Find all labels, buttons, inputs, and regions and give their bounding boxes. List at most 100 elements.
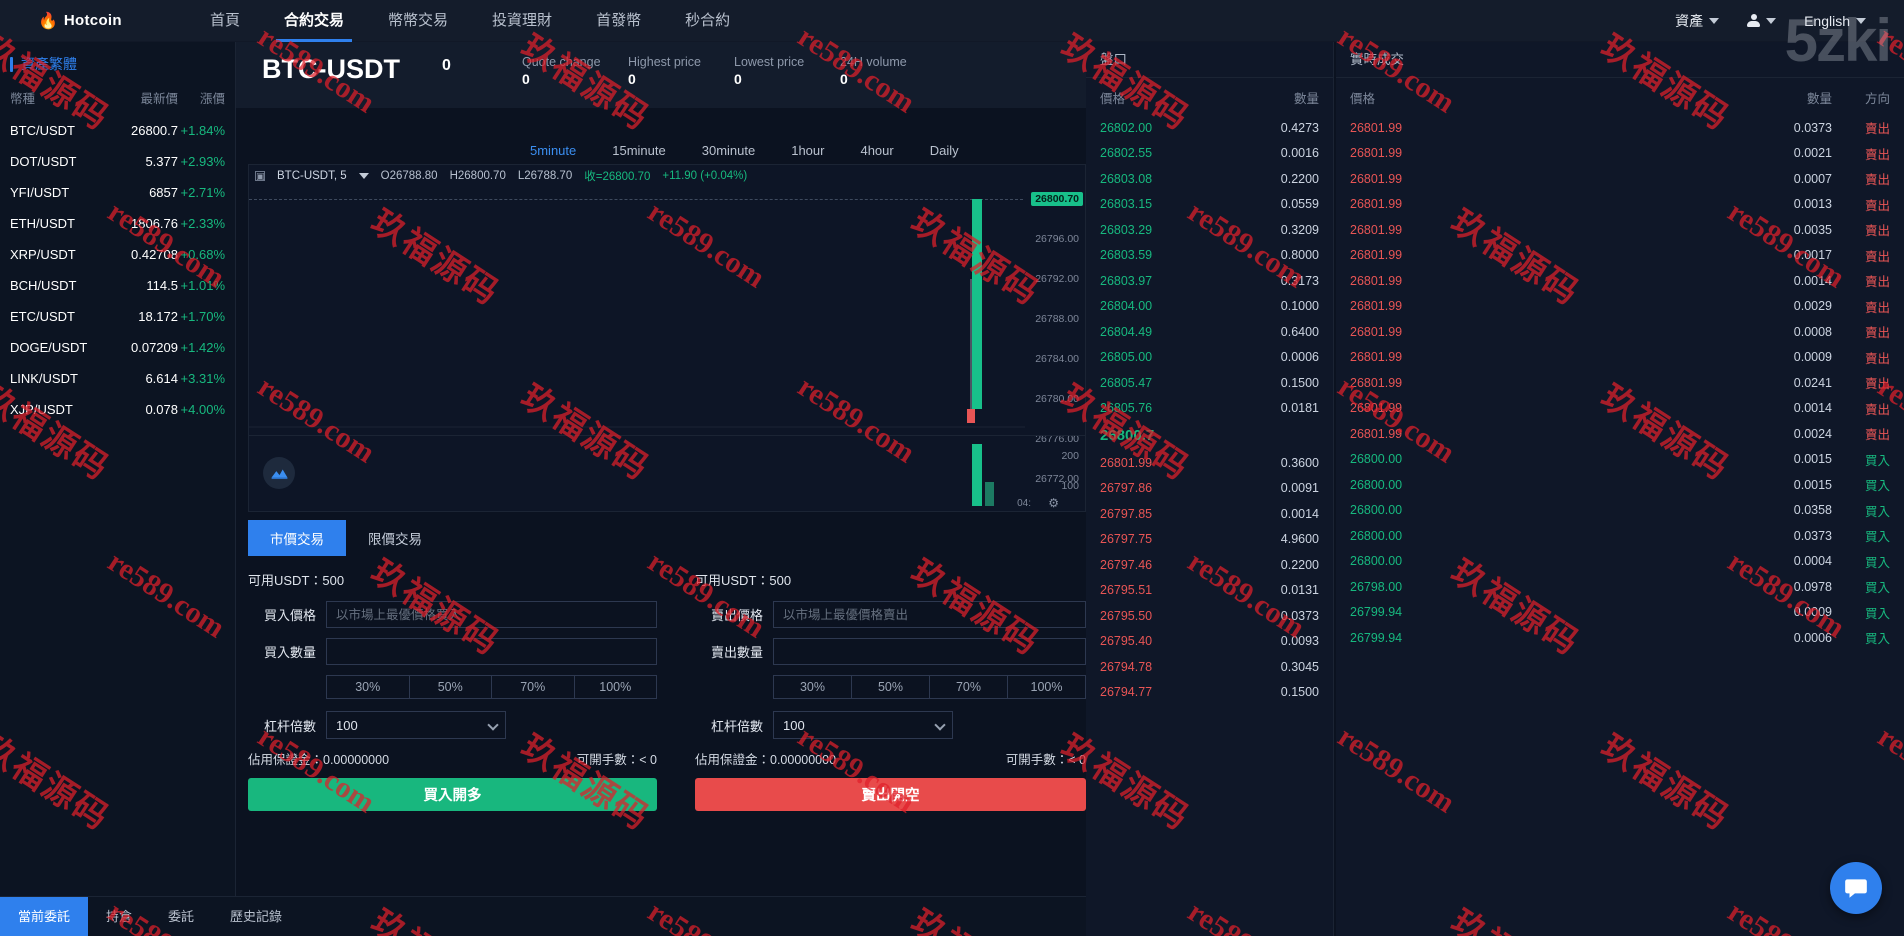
tab-history[interactable]: 歷史記錄 — [230, 908, 283, 924]
orderbook-row[interactable]: 26797.86 0.0091 — [1086, 476, 1333, 502]
trade-direction: 賣出 — [1864, 351, 1890, 366]
orderbook-amount: 0.2200 — [1280, 557, 1319, 572]
orderbook-row[interactable]: 26804.49 0.6400 — [1086, 319, 1333, 345]
coin-row[interactable]: YFI/USDT 6857 +2.71% — [0, 177, 235, 208]
timeframe-15minute[interactable]: 15minute — [612, 142, 666, 158]
support-chat-button[interactable] — [1830, 862, 1882, 914]
nav-item-home[interactable]: 首頁 — [210, 11, 241, 29]
coin-row[interactable]: LINK/USDT 6.614 +3.31% — [0, 363, 235, 394]
orderbook-row[interactable]: 26795.40 0.0093 — [1086, 629, 1333, 655]
orderbook-row[interactable]: 26802.55 0.0016 — [1086, 141, 1333, 167]
orderbook-row[interactable]: 26805.00 0.0006 — [1086, 345, 1333, 371]
language-menu[interactable]: English — [1792, 0, 1878, 42]
orderbook-row[interactable]: 26797.75 4.9600 — [1086, 527, 1333, 553]
brand-logo[interactable]: 🔥 Hotcoin — [38, 11, 188, 31]
orderbook-row[interactable]: 26803.08 0.2200 — [1086, 166, 1333, 192]
account-menu[interactable] — [1735, 0, 1788, 42]
buy-leverage-select-wrap[interactable]: 100 — [326, 711, 506, 739]
orderbook-row[interactable]: 26795.50 0.0373 — [1086, 603, 1333, 629]
buy-percent-50[interactable]: 50% — [410, 676, 492, 698]
orderbook-row[interactable]: 26794.77 0.1500 — [1086, 680, 1333, 706]
timeframe-30minute[interactable]: 30minute — [701, 142, 756, 158]
orderbook-row[interactable]: 26803.29 0.3209 — [1086, 217, 1333, 243]
coin-symbol: BCH/USDT — [10, 278, 77, 293]
stat-label: 24H volume — [840, 55, 907, 69]
coin-last-price: 5.377 — [145, 154, 178, 169]
sell-amount-input[interactable] — [773, 638, 1086, 665]
trade-row: 26798.00 0.0978 買入 — [1336, 574, 1904, 600]
orderbook-amount: 0.3209 — [1280, 222, 1319, 237]
timeframe-4hour[interactable]: 4hour — [860, 142, 894, 158]
orderbook-price: 26795.51 — [1100, 583, 1153, 598]
nav-item-ieo[interactable]: 首發幣 — [596, 11, 642, 29]
expand-icon[interactable]: ▣ — [255, 171, 265, 181]
orderbook-row[interactable]: 26801.99 0.3600 — [1086, 450, 1333, 476]
gear-icon[interactable]: ⚙ — [1048, 496, 1059, 510]
sell-percent-30[interactable]: 30% — [774, 676, 852, 698]
orderbook-row[interactable]: 26803.59 0.8000 — [1086, 243, 1333, 269]
tab-current-orders[interactable]: 當前委託 — [0, 896, 89, 936]
coin-row[interactable]: DOT/USDT 5.377 +2.93% — [0, 146, 235, 177]
sell-leverage-select-wrap[interactable]: 100 — [773, 711, 953, 739]
chevron-down-icon[interactable] — [358, 173, 369, 179]
orderbook-row[interactable]: 26804.00 0.1000 — [1086, 294, 1333, 320]
coin-symbol: ETH/USDT — [10, 216, 75, 231]
sell-short-button[interactable]: 賣出開空 — [695, 778, 1086, 811]
coin-row[interactable]: BTC/USDT 26800.7 +1.84% — [0, 115, 235, 146]
price-chart[interactable]: ▣ BTC-USDT, 5 O26788.80 H26800.70 L26788… — [248, 164, 1086, 512]
buy-price-input[interactable] — [326, 601, 657, 628]
assets-menu[interactable]: 資產 — [1663, 0, 1731, 42]
tab-limit-order[interactable]: 限價交易 — [368, 532, 422, 547]
sell-percent-50[interactable]: 50% — [852, 676, 930, 698]
timeframe-5minute[interactable]: 5minute — [530, 142, 577, 158]
buy-percent-30[interactable]: 30% — [327, 676, 410, 698]
buy-percent-100[interactable]: 100% — [599, 680, 632, 694]
coin-row[interactable]: XRP/USDT 0.42708 +0.68% — [0, 239, 235, 270]
header-last-price: 最新價 — [140, 92, 178, 106]
chart-canvas[interactable]: 26796.00 26792.00 26788.00 26784.00 2678… — [249, 187, 1085, 511]
coin-row[interactable]: ETH/USDT 1806.76 +2.33% — [0, 208, 235, 239]
orderbook-row[interactable]: 26805.47 0.1500 — [1086, 370, 1333, 396]
orderbook-row[interactable]: 26803.97 0.3173 — [1086, 268, 1333, 294]
buy-amount-input[interactable] — [326, 638, 657, 665]
orderbook-price: 26797.85 — [1100, 506, 1153, 521]
timeframe-1hour[interactable]: 1hour — [791, 142, 825, 158]
orderbook-row[interactable]: 26794.78 0.3045 — [1086, 654, 1333, 680]
trade-row: 26800.00 0.0015 買入 — [1336, 447, 1904, 473]
trade-price: 26801.99 — [1350, 273, 1403, 288]
orderbook-row[interactable]: 26805.76 0.0181 — [1086, 396, 1333, 422]
buy-leverage-select[interactable]: 100 — [326, 711, 506, 739]
tab-orders[interactable]: 委託 — [168, 908, 195, 924]
coin-row[interactable]: XJP/USDT 0.078 +4.00% — [0, 394, 235, 425]
sell-leverage-select[interactable]: 100 — [773, 711, 953, 739]
orderbook-row[interactable]: 26802.00 0.4273 — [1086, 115, 1333, 141]
orderbook-row[interactable]: 26797.46 0.2200 — [1086, 552, 1333, 578]
nav-item-investment[interactable]: 投資理財 — [492, 11, 553, 29]
orderbook-amount: 0.4273 — [1280, 120, 1319, 135]
trade-row: 26801.99 0.0009 賣出 — [1336, 345, 1904, 371]
sell-price-input[interactable] — [773, 601, 1086, 628]
orderbook-row[interactable]: 26797.85 0.0014 — [1086, 501, 1333, 527]
nav-item-coin-trading[interactable]: 幣幣交易 — [388, 11, 449, 29]
nav-item-second-contract[interactable]: 秒合約 — [685, 11, 731, 29]
sidebar-title[interactable]: 資產繁體 — [0, 42, 235, 84]
coin-row[interactable]: DOGE/USDT 0.07209 +1.42% — [0, 332, 235, 363]
sell-percent-100[interactable]: 100% — [1030, 680, 1063, 694]
buy-percent-70[interactable]: 70% — [492, 676, 575, 698]
trade-direction: 買入 — [1864, 530, 1890, 545]
tab-market-order[interactable]: 市價交易 — [248, 520, 346, 556]
coin-row[interactable]: BCH/USDT 114.5 +1.01% — [0, 270, 235, 301]
sell-form: 可用USDT：500 賣出價格 賣出數量 30% 50% 70% 100% — [667, 570, 1086, 811]
trade-direction: 賣出 — [1864, 402, 1890, 417]
coin-symbol: BTC/USDT — [10, 123, 75, 138]
orderbook-row[interactable]: 26795.51 0.0131 — [1086, 578, 1333, 604]
buy-long-button[interactable]: 買入開多 — [248, 778, 657, 811]
coin-change: +4.00% — [180, 402, 225, 417]
nav-item-contract-trading[interactable]: 合約交易 — [262, 0, 366, 42]
timeframe-daily[interactable]: Daily — [929, 142, 959, 158]
coin-symbol: ETC/USDT — [10, 309, 75, 324]
orderbook-row[interactable]: 26803.15 0.0559 — [1086, 192, 1333, 218]
tab-positions[interactable]: 持倉 — [106, 908, 133, 924]
coin-row[interactable]: ETC/USDT 18.172 +1.70% — [0, 301, 235, 332]
sell-percent-70[interactable]: 70% — [930, 676, 1008, 698]
